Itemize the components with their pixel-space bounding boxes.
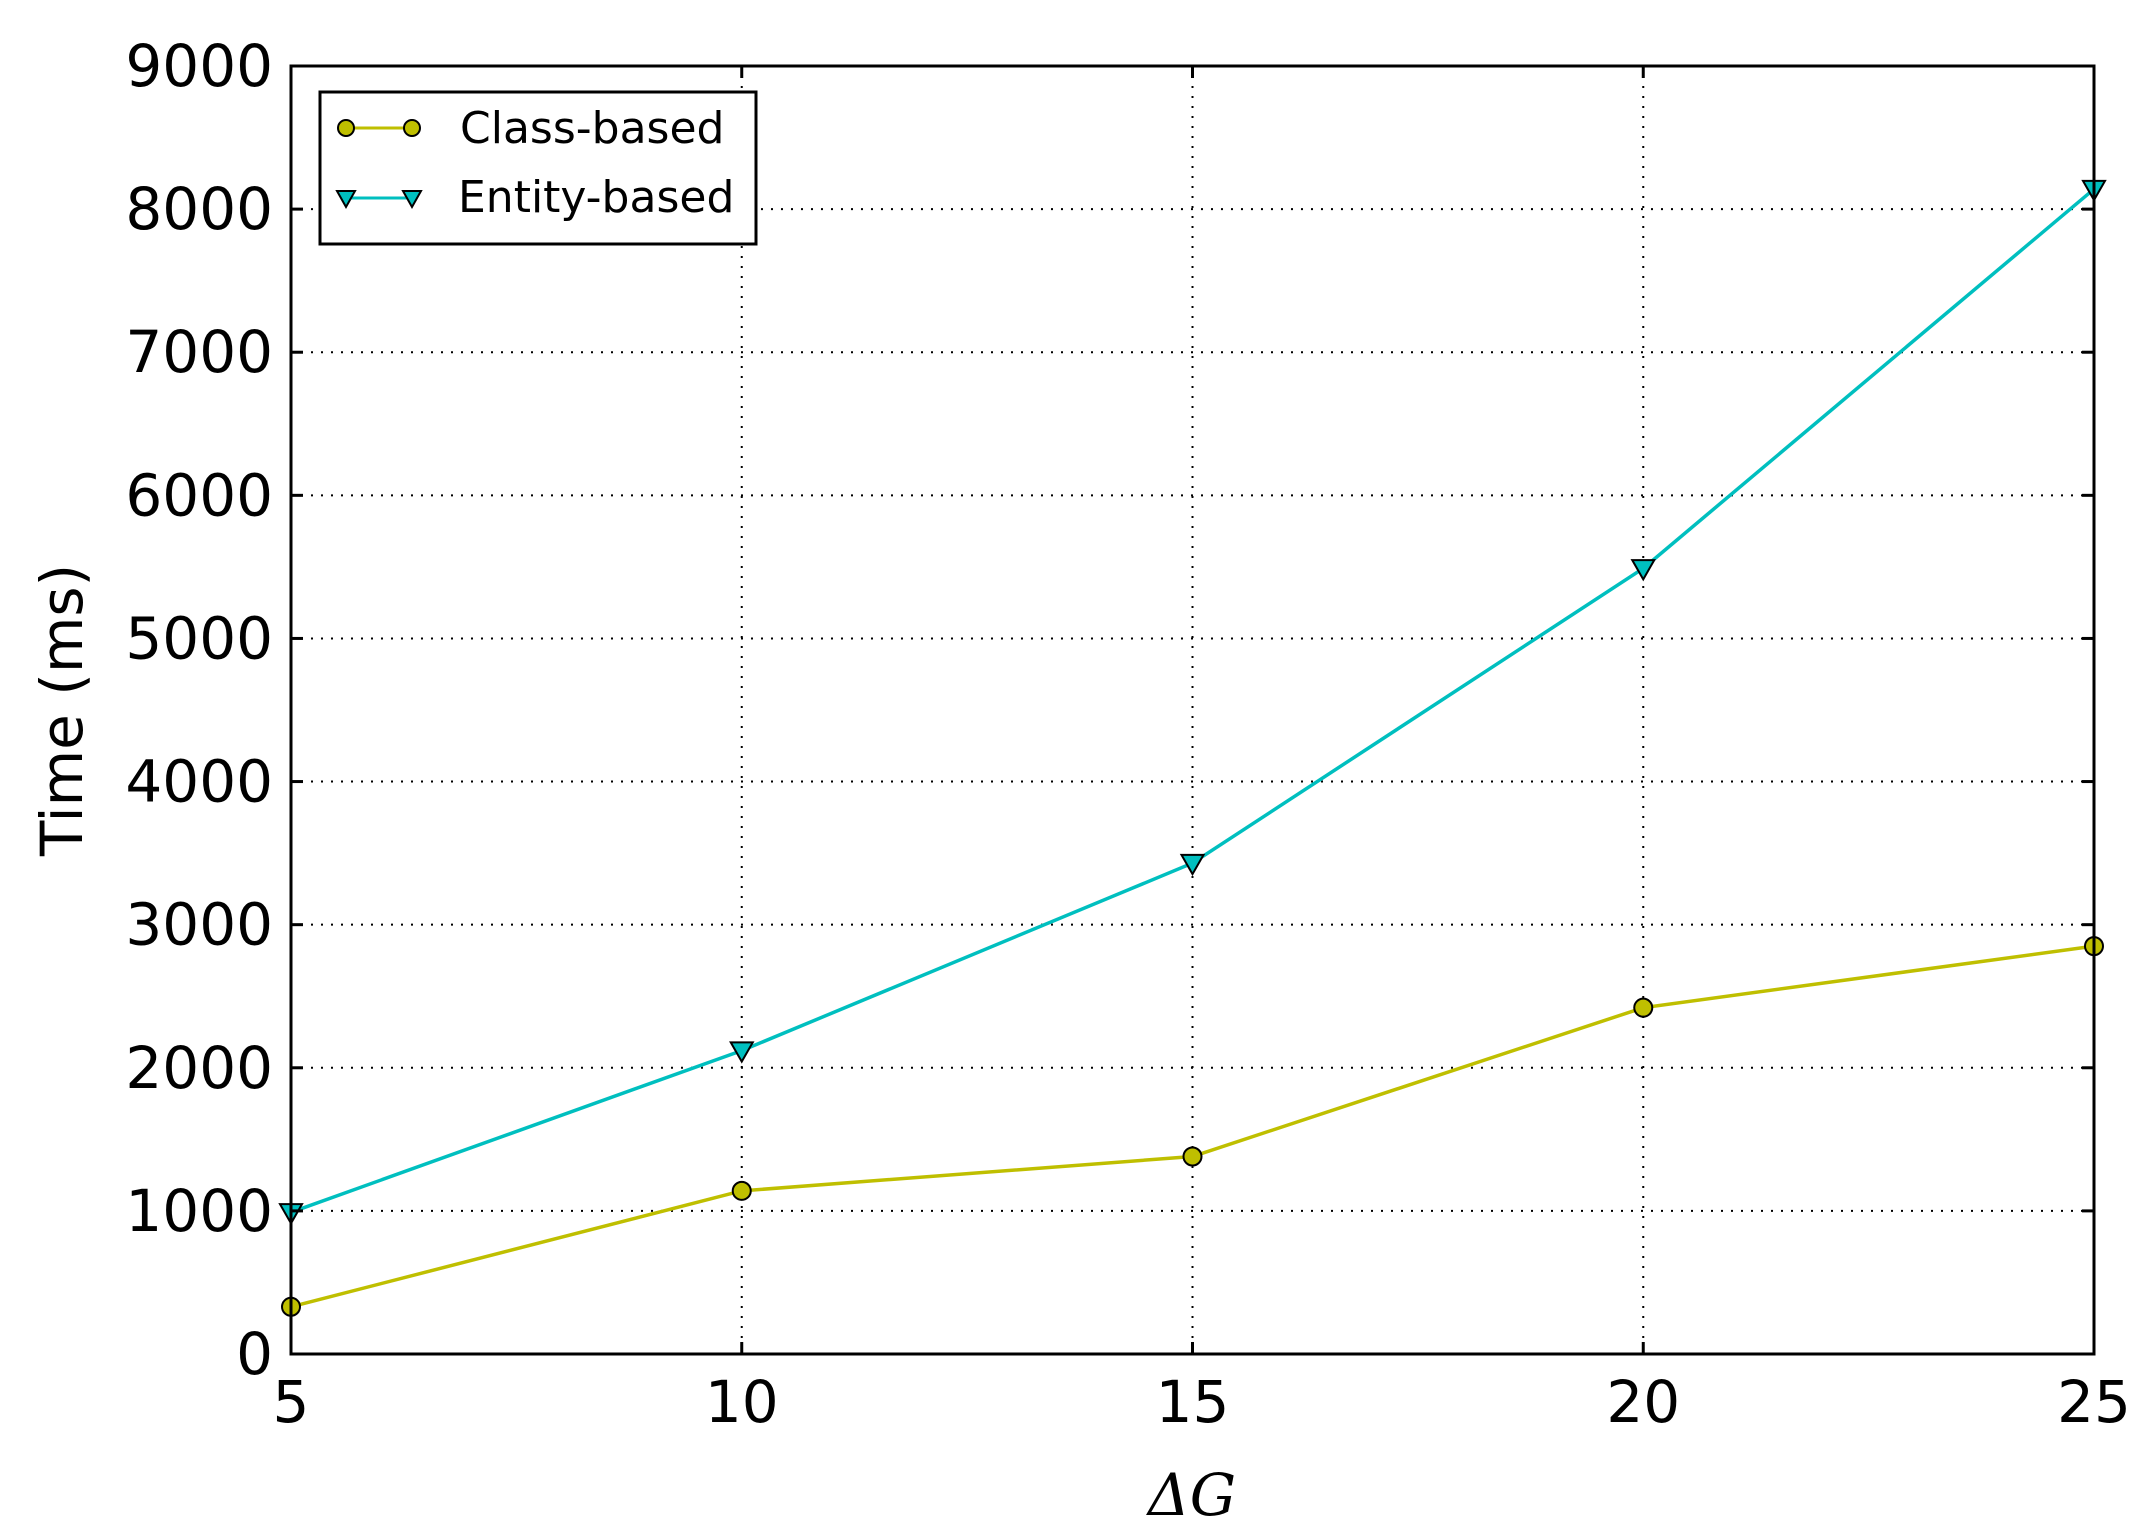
legend-label-class-based: Class-based [460, 103, 724, 154]
legend: Class-based Entity-based [318, 90, 758, 246]
y-tick-label: 6000 [125, 461, 273, 529]
data-point-class-based [1633, 997, 1654, 1018]
grid-lines [291, 66, 2094, 1354]
y-tick-label: 0 [236, 1320, 273, 1388]
legend-label-entity-based: Entity-based [458, 172, 734, 223]
y-tick-label: 4000 [125, 748, 273, 816]
x-tick-label: 10 [705, 1368, 779, 1436]
y-tick-label: 2000 [125, 1034, 273, 1102]
axis-ticks: 5 10 15 20 25 0 1000 2000 3000 4000 5000 6000 7000 80… [125, 32, 2131, 1436]
y-tick-label: 9000 [125, 32, 273, 100]
y-tick-label: 8000 [125, 175, 273, 243]
x-tick-label: 25 [2057, 1368, 2131, 1436]
legend-entry-entity-based: Entity-based [335, 172, 734, 223]
x-tick-label: 15 [1156, 1368, 1230, 1436]
data-series [278, 179, 2107, 1317]
x-tick-label: 5 [273, 1368, 310, 1436]
y-axis-label: Time (ms) [28, 564, 96, 857]
legend-marker-entity-based [335, 190, 357, 210]
y-tick-label: 1000 [125, 1177, 273, 1245]
legend-marker-entity-based [401, 190, 423, 210]
legend-box [318, 90, 758, 246]
data-point-entity-based [729, 1041, 755, 1064]
legend-marker-class-based [337, 119, 355, 137]
y-tick-label: 3000 [125, 891, 273, 959]
data-point-class-based [731, 1180, 752, 1201]
data-point-entity-based [1630, 559, 1656, 582]
legend-entry-class-based: Class-based [337, 103, 724, 154]
data-point-entity-based [1179, 853, 1206, 877]
y-tick-label: 7000 [125, 318, 273, 386]
legend-marker-class-based [403, 119, 421, 137]
x-tick-label: 20 [1606, 1368, 1680, 1436]
y-tick-label: 5000 [125, 604, 273, 672]
x-axis-label: ΔG [1146, 1461, 1236, 1528]
data-point-class-based [1182, 1146, 1203, 1167]
